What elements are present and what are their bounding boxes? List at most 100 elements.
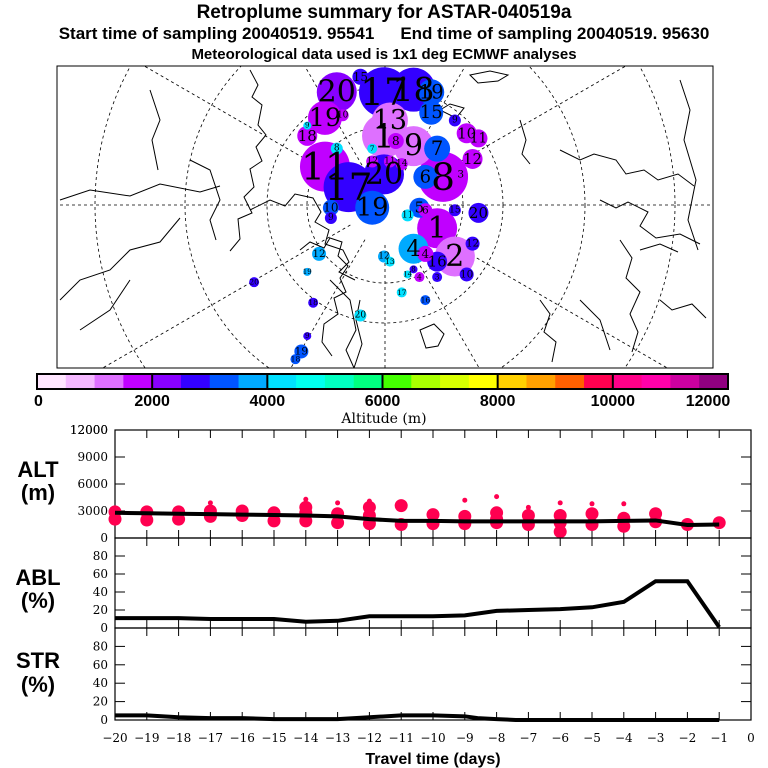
coastline	[79, 279, 131, 331]
y-tick-label: 60	[93, 567, 108, 581]
x-tick-label: −19	[134, 731, 159, 745]
cluster-marker	[303, 267, 312, 276]
end-time-label: End time of sampling 20040519. 95630	[400, 24, 710, 43]
mean-altitude-line	[114, 510, 720, 527]
x-tick-label: −14	[293, 731, 319, 745]
cluster-label: 13	[385, 257, 395, 266]
cluster-label: 9	[404, 129, 423, 164]
altitude-scatter-point	[303, 496, 309, 502]
altitude-colorbar: 0 2000 4000 6000 8000 10000 12000	[34, 373, 731, 410]
cluster-label: 4	[417, 273, 422, 282]
cluster-label: 3	[457, 168, 464, 180]
cluster-marker	[448, 114, 461, 127]
x-tick-label: −1	[710, 731, 728, 745]
cluster-marker	[396, 287, 407, 298]
colorbar-swatch	[670, 374, 700, 389]
coastline	[659, 299, 707, 319]
cluster-marker	[465, 236, 480, 251]
alt-panel-label: ALT	[17, 457, 59, 482]
x-tick-label: −10	[420, 731, 445, 745]
colorbar-swatch	[94, 374, 124, 389]
colorbar-swatch	[641, 374, 671, 389]
cluster-marker	[424, 135, 451, 162]
cluster-label: 19	[295, 345, 308, 357]
altitude-scatter-point	[207, 500, 213, 506]
cluster-label: 12	[312, 248, 325, 260]
cluster-label: 19	[419, 81, 444, 104]
altitude-scatter-point	[490, 506, 504, 520]
x-tick-label: −13	[325, 731, 350, 745]
cluster-label: 7	[431, 137, 443, 160]
cluster-marker	[303, 332, 312, 341]
y-tick-label: 6000	[77, 477, 108, 491]
colorbar-swatch	[497, 374, 527, 389]
cluster-marker	[401, 209, 414, 222]
cluster-marker	[383, 155, 396, 168]
cluster-label: 12	[366, 157, 377, 167]
cluster-label: 8	[431, 155, 455, 199]
cluster-label: 17	[397, 288, 407, 297]
cluster-marker	[468, 202, 489, 223]
sampling-times: Start time of sampling 20040519. 95541 En…	[0, 24, 768, 44]
colorbar-title: Altitude (m)	[340, 411, 426, 427]
colorbar-swatch	[123, 374, 153, 389]
cluster-marker	[413, 164, 438, 189]
coastline	[619, 239, 641, 353]
x-tick-label: −3	[647, 731, 665, 745]
y-tick-label: 40	[93, 585, 108, 599]
colorbar-tick-label: 2000	[134, 393, 170, 410]
coastline	[639, 243, 679, 253]
coastline	[519, 119, 531, 165]
cluster-label: 17	[325, 165, 373, 209]
altitude-scatter-point	[557, 500, 563, 506]
cluster-label: 9	[305, 332, 309, 340]
colorbar-swatch	[267, 374, 297, 389]
coastline	[559, 149, 695, 187]
coastline	[353, 299, 363, 368]
cluster-marker	[336, 109, 349, 122]
altitude-scatter-point	[366, 498, 372, 504]
cluster-label: 12	[378, 251, 389, 261]
cluster-label: 6	[420, 166, 431, 187]
cluster-marker	[420, 295, 431, 306]
coastline	[329, 279, 357, 368]
cluster-marker	[297, 125, 318, 146]
cluster-marker	[354, 309, 367, 322]
cluster-marker	[322, 199, 339, 216]
cluster-label: 10	[460, 268, 473, 280]
cluster-label: 9	[305, 122, 309, 130]
chart-title: Retroplume summary for ASTAR-040519a	[196, 2, 572, 23]
colorbar-swatch	[526, 374, 556, 389]
coastline	[229, 69, 267, 252]
y-tick-label: 80	[93, 639, 108, 653]
cluster-marker	[417, 245, 434, 262]
cluster-label: 10	[337, 110, 349, 120]
x-tick-label: −20	[102, 731, 127, 745]
colorbar-swatch	[699, 374, 729, 389]
x-axis-title: Travel time (days)	[365, 751, 500, 768]
cluster-label: 20	[365, 157, 403, 192]
colorbar-swatch	[584, 374, 614, 389]
cluster-marker	[352, 68, 369, 85]
cluster-marker	[459, 267, 474, 282]
abl-panel-label: ABL	[15, 565, 60, 590]
str-panel-frame	[114, 627, 752, 721]
x-tick-label: −8	[488, 731, 506, 745]
cluster-label: 18	[291, 355, 301, 364]
y-tick-label: 20	[93, 695, 108, 709]
cluster-marker	[419, 100, 444, 125]
cluster-label: 15	[449, 205, 461, 215]
cluster-label: 4	[406, 236, 420, 262]
colorbar-swatch	[382, 374, 412, 389]
coastline	[539, 299, 557, 363]
cluster-label: 5	[415, 199, 425, 217]
latitude-circle	[184, 66, 586, 368]
x-tick-label: −11	[389, 731, 414, 745]
coastline	[419, 323, 445, 349]
x-tick-label: −9	[456, 731, 474, 745]
colorbar-tick-label: 12000	[686, 393, 731, 410]
cluster-marker	[414, 272, 425, 283]
altitude-scatter-point	[267, 506, 281, 520]
cluster-label: 20	[318, 75, 356, 110]
cluster-label: 8	[334, 144, 340, 154]
